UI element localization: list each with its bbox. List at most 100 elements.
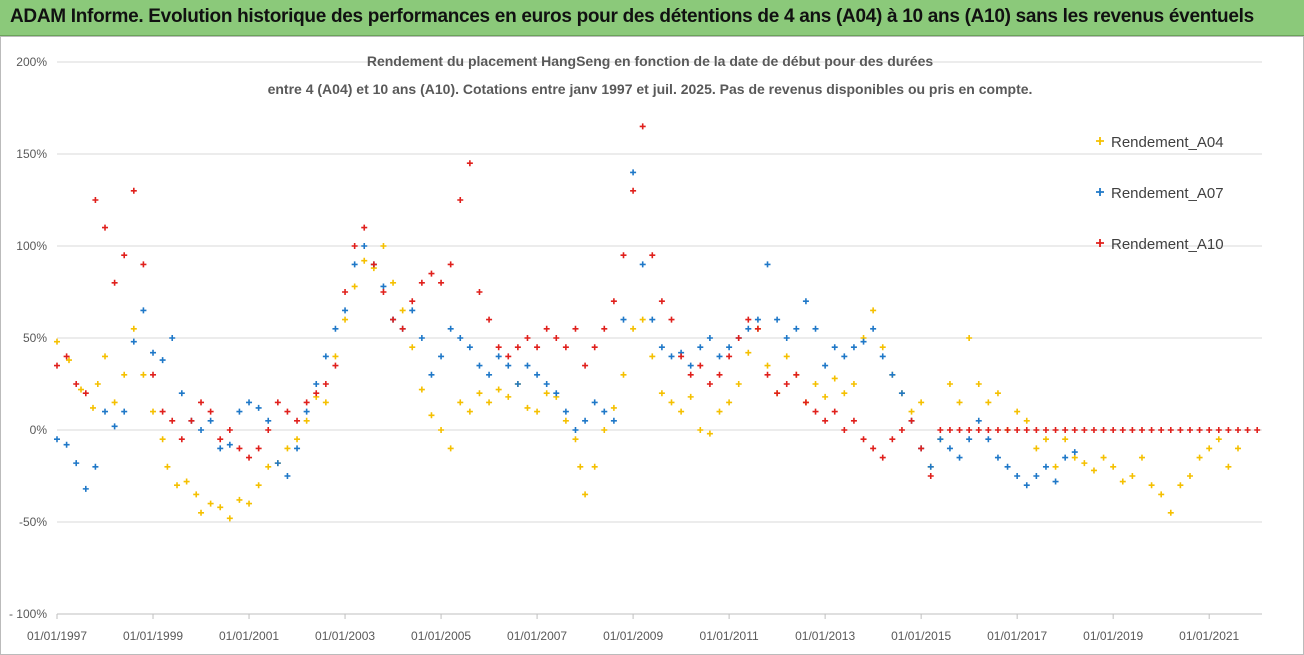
data-point [649, 316, 656, 323]
data-point [793, 371, 800, 378]
data-point [246, 399, 253, 406]
legend-label: Rendement_A07 [1111, 185, 1224, 202]
legend: Rendement_A04 Rendement_A07 Rendement_A10 [1096, 134, 1224, 253]
y-tick-label: 100% [16, 239, 47, 253]
data-point [879, 344, 886, 351]
data-point [313, 381, 320, 387]
data-point [332, 325, 339, 332]
data-point [649, 353, 656, 360]
data-point [361, 257, 368, 264]
data-point [351, 261, 358, 268]
data-point [1081, 427, 1088, 433]
data-point [313, 390, 320, 397]
data-point [1042, 427, 1049, 433]
data-point [630, 187, 637, 194]
data-point [1033, 473, 1040, 479]
data-point [812, 408, 819, 415]
data-point [505, 393, 512, 400]
data-point [1014, 408, 1021, 415]
data-point [822, 362, 829, 369]
data-point [66, 357, 73, 364]
data-point [524, 362, 531, 369]
data-point [745, 316, 752, 323]
data-point [159, 408, 166, 415]
data-point [438, 427, 445, 433]
data-point [543, 381, 550, 387]
data-point [198, 509, 205, 516]
data-point [553, 335, 560, 341]
data-point [466, 160, 473, 167]
data-point [524, 404, 531, 411]
data-point [399, 325, 406, 332]
data-point [303, 408, 310, 415]
data-point [140, 371, 147, 378]
data-point [1138, 454, 1145, 461]
data-point [918, 445, 925, 452]
data-point [94, 381, 101, 387]
data-point [716, 371, 723, 378]
data-point [351, 243, 358, 249]
data-point [1110, 463, 1117, 470]
data-point [351, 283, 358, 290]
data-point [966, 335, 973, 341]
data-point [572, 436, 579, 443]
data-point [92, 463, 99, 470]
data-point [332, 353, 339, 360]
data-point [879, 353, 886, 360]
data-point [1186, 473, 1193, 479]
data-point [495, 344, 502, 351]
data-point [1023, 427, 1030, 433]
data-point [822, 393, 829, 400]
data-point [255, 482, 262, 489]
data-point [946, 445, 953, 452]
data-point [486, 316, 493, 323]
data-point [918, 399, 925, 406]
data-point [572, 325, 579, 332]
x-axis: 01/01/1997 01/01/1999 01/01/2001 01/01/2003… [27, 613, 1262, 643]
data-point [486, 371, 493, 378]
data-point [226, 427, 233, 433]
data-point [994, 454, 1001, 461]
data-point [1004, 427, 1011, 433]
data-point [937, 436, 944, 443]
data-point [1071, 427, 1078, 433]
data-point [495, 353, 502, 360]
data-point [102, 353, 109, 360]
data-point [246, 500, 253, 507]
data-point [409, 298, 416, 305]
data-point [831, 344, 838, 351]
x-tick-label: 01/01/2011 [700, 629, 759, 643]
data-point [78, 386, 85, 393]
data-point [169, 417, 176, 424]
data-point [198, 399, 205, 406]
data-point [265, 463, 272, 470]
data-point [130, 187, 137, 194]
data-point [745, 325, 752, 332]
y-tick-label: -50% [19, 515, 47, 529]
data-point [937, 427, 944, 433]
data-point [975, 427, 982, 433]
data-point [1033, 445, 1040, 452]
x-tick-label: 01/01/2015 [891, 629, 951, 643]
data-point [226, 515, 233, 522]
data-point [1225, 463, 1232, 470]
data-point [1235, 445, 1241, 452]
data-point [1071, 449, 1078, 456]
data-point [966, 427, 973, 433]
data-point [630, 169, 637, 176]
data-point [534, 371, 541, 378]
data-point [1215, 427, 1222, 433]
data-point [294, 436, 301, 443]
data-point [668, 316, 675, 323]
data-point [783, 353, 790, 360]
data-point [994, 390, 1001, 397]
data-point [150, 371, 157, 378]
data-point [956, 454, 963, 461]
data-point [534, 408, 541, 415]
data-point [860, 338, 867, 345]
data-point [543, 325, 550, 332]
gridlines [57, 61, 1262, 615]
data-point [1119, 478, 1126, 485]
data-point [1206, 445, 1213, 452]
data-point [380, 243, 387, 249]
